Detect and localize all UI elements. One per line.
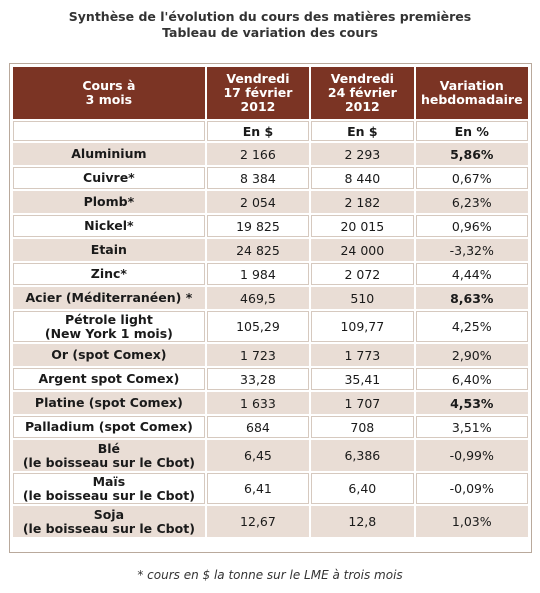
table-row: Argent spot Comex) 33,28 35,41 6,40%	[13, 368, 528, 390]
header-date-2: Vendredi 24 février 2012	[311, 67, 414, 119]
table-frame	[9, 63, 532, 553]
price-date-1: 469,5	[206, 287, 310, 309]
table-row: Plomb* 2 054 2 182 6,23%	[13, 191, 528, 213]
table-row: Cuivre* 8 384 8 440 0,67%	[13, 167, 528, 189]
unit-date-1: En $	[206, 121, 310, 141]
header-variation: Variation hebdomadaire	[415, 67, 528, 119]
commodity-name: Palladium (spot Comex)	[13, 416, 205, 438]
price-date-2: 6,386	[311, 440, 414, 471]
weekly-variation: 4,53%	[415, 392, 528, 414]
unit-variation: En %	[415, 121, 528, 141]
commodity-name: Aluminium	[13, 143, 205, 165]
commodity-name: Or (spot Comex)	[13, 344, 205, 366]
price-date-1: 1 984	[206, 263, 310, 285]
table-row: Blé (le boisseau sur le Cbot) 6,45 6,386 -0,…	[13, 440, 528, 471]
table-row: Acier (Méditerranéen) * 469,5 510 8,63%	[13, 287, 528, 309]
units-row: En $ En $ En %	[13, 121, 528, 141]
table-row: Zinc* 1 984 2 072 4,44%	[13, 263, 528, 285]
price-date-2: 2 072	[311, 263, 414, 285]
weekly-variation: 3,51%	[415, 416, 528, 438]
price-date-2: 2 182	[311, 191, 414, 213]
weekly-variation: 8,63%	[415, 287, 528, 309]
price-date-2: 1 773	[311, 344, 414, 366]
commodity-name: Platine (spot Comex)	[13, 392, 205, 414]
price-date-1: 684	[206, 416, 310, 438]
document-title: Synthèse de l'évolution du cours des mat…	[0, 9, 540, 41]
price-date-2: 1 707	[311, 392, 414, 414]
price-date-1: 1 723	[206, 344, 310, 366]
weekly-variation: -0,99%	[415, 440, 528, 471]
price-date-2: 109,77	[311, 311, 414, 342]
price-date-2: 24 000	[311, 239, 414, 261]
units-blank-cell	[13, 121, 205, 141]
price-date-2: 20 015	[311, 215, 414, 237]
weekly-variation: 5,86%	[415, 143, 528, 165]
weekly-variation: 6,40%	[415, 368, 528, 390]
commodity-name: Argent spot Comex)	[13, 368, 205, 390]
weekly-variation: 4,44%	[415, 263, 528, 285]
header-cours: Cours à 3 mois	[13, 67, 205, 119]
table-row: Platine (spot Comex) 1 633 1 707 4,53%	[13, 392, 528, 414]
table-row: Aluminium 2 166 2 293 5,86%	[13, 143, 528, 165]
price-date-2: 8 440	[311, 167, 414, 189]
table-row: Nickel* 19 825 20 015 0,96%	[13, 215, 528, 237]
header-date-1: Vendredi 17 février 2012	[206, 67, 310, 119]
price-date-1: 19 825	[206, 215, 310, 237]
weekly-variation: 0,96%	[415, 215, 528, 237]
weekly-variation: 4,25%	[415, 311, 528, 342]
price-date-2: 35,41	[311, 368, 414, 390]
commodity-name: Blé (le boisseau sur le Cbot)	[13, 440, 205, 471]
weekly-variation: -3,32%	[415, 239, 528, 261]
price-date-1: 2 054	[206, 191, 310, 213]
price-date-2: 510	[311, 287, 414, 309]
unit-date-2: En $	[311, 121, 414, 141]
price-date-2: 2 293	[311, 143, 414, 165]
table-row: Pétrole light (New York 1 mois) 105,29 109,…	[13, 311, 528, 342]
commodity-name: Soja (le boisseau sur le Cbot)	[13, 506, 205, 537]
table-row: Or (spot Comex) 1 723 1 773 2,90%	[13, 344, 528, 366]
price-date-1: 105,29	[206, 311, 310, 342]
title-line-1: Synthèse de l'évolution du cours des mat…	[68, 9, 472, 24]
price-date-2: 708	[311, 416, 414, 438]
commodity-name: Etain	[13, 239, 205, 261]
price-date-1: 8 384	[206, 167, 310, 189]
commodity-name: Zinc*	[13, 263, 205, 285]
table-row: Etain 24 825 24 000 -3,32%	[13, 239, 528, 261]
weekly-variation: 0,67%	[415, 167, 528, 189]
price-date-1: 12,67	[206, 506, 310, 537]
table-body: Aluminium 2 166 2 293 5,86% Cuivre* 8 384 8 44…	[13, 143, 528, 537]
commodity-name: Acier (Méditerranéen) *	[13, 287, 205, 309]
weekly-variation: 6,23%	[415, 191, 528, 213]
weekly-variation: -0,09%	[415, 473, 528, 504]
price-date-1: 24 825	[206, 239, 310, 261]
commodity-name: Plomb*	[13, 191, 205, 213]
price-date-2: 12,8	[311, 506, 414, 537]
price-date-1: 33,28	[206, 368, 310, 390]
weekly-variation: 2,90%	[415, 344, 528, 366]
table-row: Maïs (le boisseau sur le Cbot) 6,41 6,40 -0,…	[13, 473, 528, 504]
price-date-2: 6,40	[311, 473, 414, 504]
title-line-2: Tableau de variation des cours	[162, 25, 378, 40]
commodity-name: Maïs (le boisseau sur le Cbot)	[13, 473, 205, 504]
price-table: Cours à 3 mois Vendredi 17 février 2012 …	[11, 65, 530, 539]
price-date-1: 6,41	[206, 473, 310, 504]
commodity-name: Nickel*	[13, 215, 205, 237]
price-date-1: 6,45	[206, 440, 310, 471]
footnote: * cours en $ la tonne sur le LME à trois…	[137, 568, 403, 582]
price-date-1: 2 166	[206, 143, 310, 165]
commodity-name: Pétrole light (New York 1 mois)	[13, 311, 205, 342]
weekly-variation: 1,03%	[415, 506, 528, 537]
commodity-name: Cuivre*	[13, 167, 205, 189]
table-row: Soja (le boisseau sur le Cbot) 12,67 12,8 1,…	[13, 506, 528, 537]
price-date-1: 1 633	[206, 392, 310, 414]
table-row: Palladium (spot Comex) 684 708 3,51%	[13, 416, 528, 438]
